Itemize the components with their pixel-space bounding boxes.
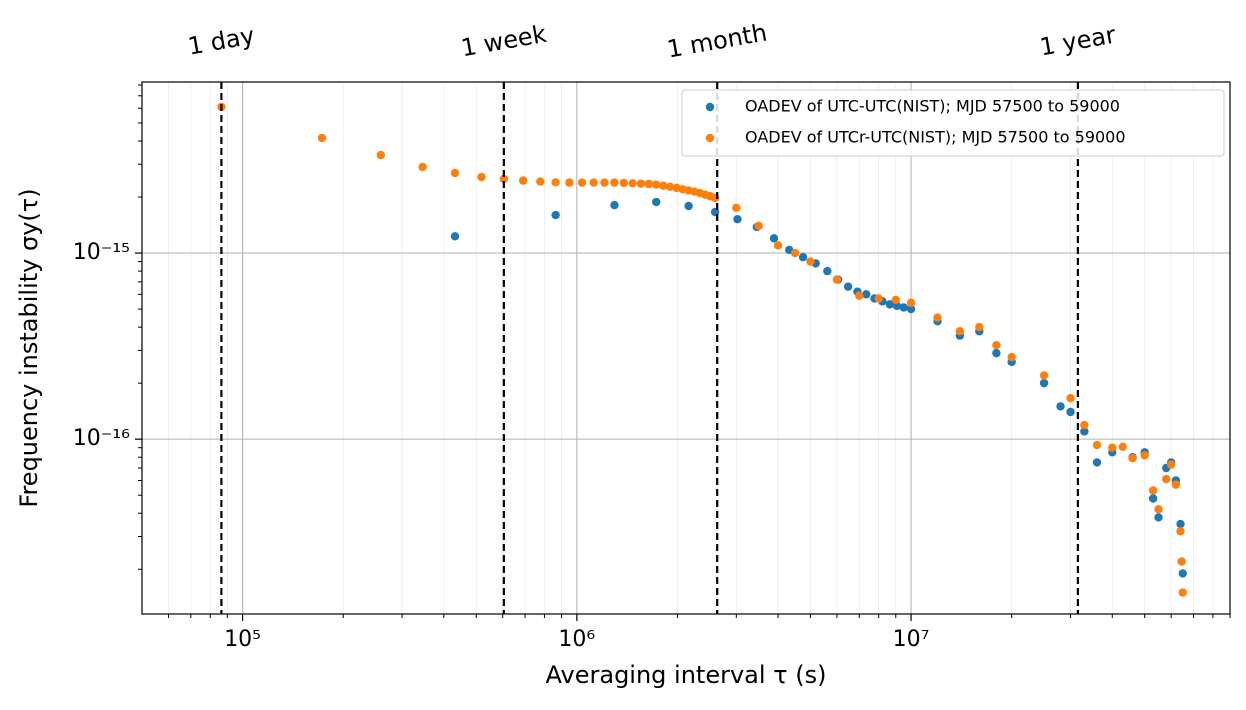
- data-point: [855, 291, 864, 300]
- data-point: [992, 340, 1001, 350]
- data-point: [1092, 458, 1102, 467]
- data-point: [1171, 480, 1181, 489]
- data-point: [636, 179, 646, 188]
- x-tick-label: 10⁶: [558, 627, 595, 652]
- data-point: [1154, 513, 1163, 522]
- data-point: [1148, 494, 1158, 503]
- data-point: [450, 168, 460, 178]
- data-point: [652, 197, 661, 207]
- data-point: [1108, 443, 1117, 452]
- data-point: [1039, 371, 1049, 380]
- data-point: [1092, 440, 1102, 450]
- data-point: [628, 179, 637, 188]
- data-point: [955, 327, 965, 336]
- data-point: [1007, 352, 1016, 362]
- data-point: [1140, 451, 1149, 460]
- data-point: [619, 178, 629, 188]
- data-point: [1066, 407, 1075, 417]
- data-point: [1066, 394, 1075, 403]
- data-point: [806, 257, 815, 266]
- y-tick-label: 10⁻¹⁶: [73, 426, 130, 451]
- data-point: [891, 295, 900, 305]
- data-point: [1154, 505, 1163, 514]
- data-point: [499, 174, 509, 184]
- data-point: [874, 294, 883, 303]
- data-point: [1056, 402, 1065, 411]
- data-point: [899, 303, 908, 312]
- data-point: [684, 201, 693, 211]
- data-point: [754, 221, 763, 231]
- data-point: [906, 304, 916, 314]
- data-point: [773, 241, 783, 250]
- data-point: [610, 178, 619, 187]
- legend-label: OADEV of UTC-UTC(NIST); MJD 57500 to 590…: [745, 97, 1120, 116]
- data-point: [450, 232, 460, 241]
- data-point: [975, 322, 984, 332]
- data-point: [1178, 588, 1187, 597]
- data-point: [577, 178, 587, 187]
- data-point: [798, 253, 808, 262]
- legend-marker: [705, 102, 715, 112]
- data-point: [1080, 427, 1089, 436]
- data-point: [1162, 474, 1171, 484]
- data-point: [376, 150, 386, 160]
- data-point: [1118, 442, 1127, 452]
- data-point: [1166, 460, 1176, 469]
- data-point: [536, 177, 545, 186]
- data-point: [551, 178, 560, 187]
- data-point: [1080, 420, 1089, 430]
- data-point: [418, 162, 427, 172]
- data-point: [317, 133, 327, 143]
- plot-frame: [141, 81, 1231, 615]
- y-tick-label: 10⁻¹⁵: [73, 240, 130, 265]
- data-point: [1176, 527, 1185, 536]
- legend-marker: [705, 133, 715, 143]
- data-point: [551, 210, 560, 220]
- data-point: [652, 180, 661, 189]
- y-axis-label: Frequency instability σy(τ): [15, 188, 43, 507]
- legend-label: OADEV of UTCr-UTC(NIST); MJD 57500 to 59…: [745, 128, 1126, 147]
- data-point: [589, 178, 598, 187]
- data-point: [823, 266, 832, 276]
- data-point: [1178, 569, 1187, 578]
- data-point: [769, 234, 779, 243]
- data-point: [565, 178, 574, 187]
- x-tick-label: 10⁵: [224, 627, 261, 652]
- data-point: [644, 179, 653, 189]
- data-point: [659, 181, 668, 190]
- data-point: [906, 298, 916, 308]
- data-point: [1128, 454, 1137, 463]
- data-point: [933, 313, 942, 322]
- data-point: [665, 182, 675, 191]
- x-axis-label: Averaging interval τ (s): [546, 661, 827, 689]
- data-point: [843, 282, 853, 291]
- data-point: [1148, 486, 1158, 495]
- data-point: [733, 215, 742, 224]
- data-point: [885, 300, 895, 309]
- legend-box: [681, 89, 1225, 157]
- data-point: [862, 290, 871, 299]
- data-point: [1039, 378, 1049, 388]
- data-point: [1176, 519, 1185, 529]
- data-point: [732, 203, 741, 213]
- data-point: [519, 176, 528, 185]
- data-point: [790, 248, 800, 258]
- data-point: [610, 200, 619, 210]
- data-point: [1177, 557, 1186, 566]
- data-point: [992, 348, 1001, 358]
- data-point: [832, 275, 842, 284]
- data-point: [477, 172, 486, 182]
- x-tick-label: 10⁷: [893, 627, 930, 652]
- data-point: [600, 178, 609, 187]
